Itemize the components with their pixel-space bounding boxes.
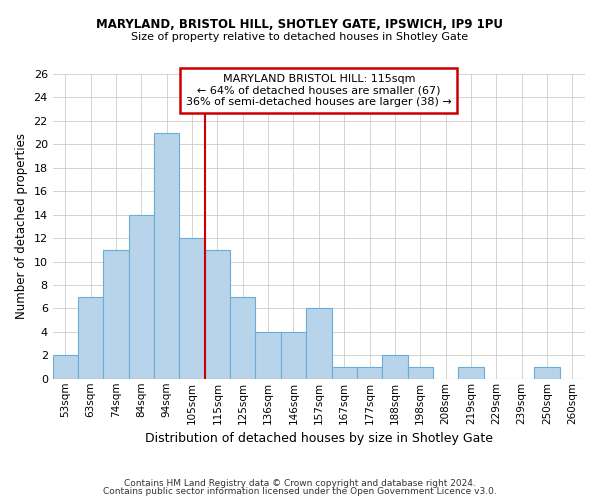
Bar (53, 356, 78, 379)
Text: MARYLAND, BRISTOL HILL, SHOTLEY GATE, IPSWICH, IP9 1PU: MARYLAND, BRISTOL HILL, SHOTLEY GATE, IP… (97, 18, 503, 30)
Bar (78, 296, 103, 379)
Text: Contains HM Land Registry data © Crown copyright and database right 2024.: Contains HM Land Registry data © Crown c… (124, 478, 476, 488)
Bar (306, 308, 332, 379)
Bar (535, 367, 560, 379)
Bar (179, 238, 205, 379)
X-axis label: Distribution of detached houses by size in Shotley Gate: Distribution of detached houses by size … (145, 432, 493, 445)
Bar (332, 367, 357, 379)
Bar (458, 367, 484, 379)
Bar (103, 250, 129, 379)
Bar (230, 296, 256, 379)
Bar (256, 332, 281, 379)
Text: Size of property relative to detached houses in Shotley Gate: Size of property relative to detached ho… (131, 32, 469, 42)
Bar (129, 214, 154, 379)
Bar (205, 250, 230, 379)
Y-axis label: Number of detached properties: Number of detached properties (15, 134, 28, 320)
Text: Contains public sector information licensed under the Open Government Licence v3: Contains public sector information licen… (103, 487, 497, 496)
Bar (357, 367, 382, 379)
Bar (281, 332, 306, 379)
Bar (407, 367, 433, 379)
Bar (154, 132, 179, 379)
Text: MARYLAND BRISTOL HILL: 115sqm
← 64% of detached houses are smaller (67)
36% of s: MARYLAND BRISTOL HILL: 115sqm ← 64% of d… (186, 74, 452, 107)
Bar (382, 356, 407, 379)
